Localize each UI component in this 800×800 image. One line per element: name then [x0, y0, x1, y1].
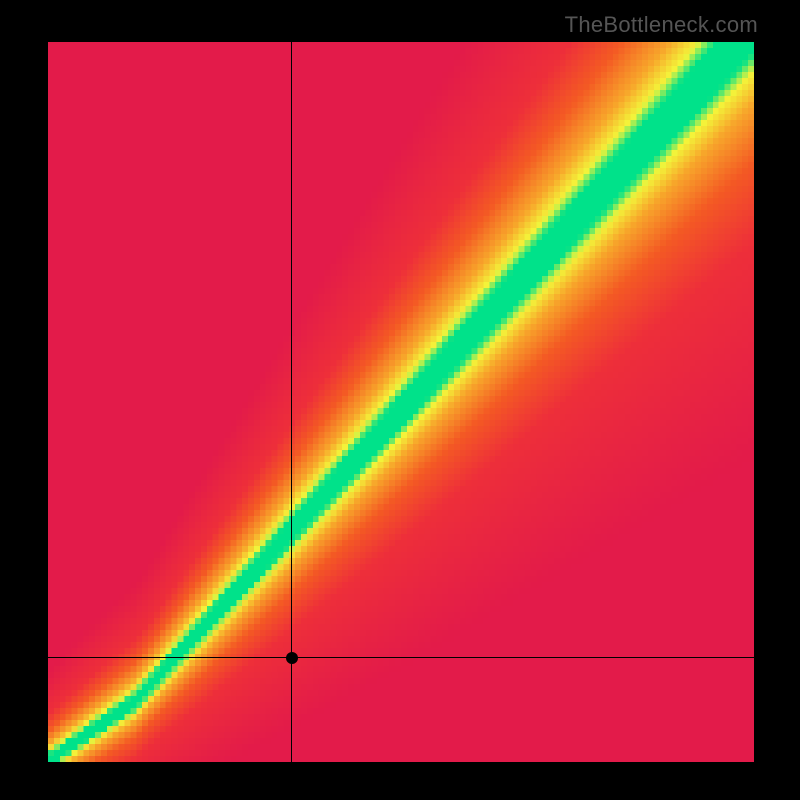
crosshair-horizontal-line [48, 657, 754, 658]
watermark-text: TheBottleneck.com [565, 12, 758, 38]
bottleneck-heatmap [48, 42, 754, 762]
chart-frame: TheBottleneck.com [0, 0, 800, 800]
crosshair-point [286, 652, 298, 664]
